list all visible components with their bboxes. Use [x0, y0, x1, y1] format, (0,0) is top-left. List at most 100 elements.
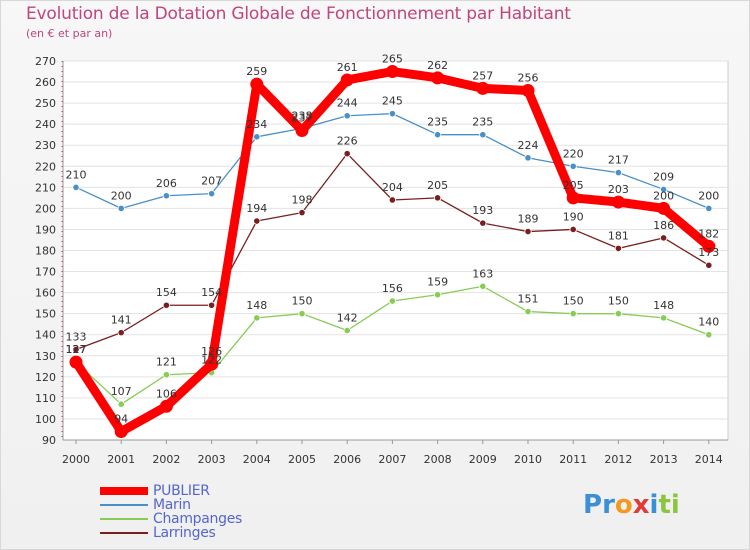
point-larringes [433, 194, 442, 202]
data-label-larringes: 181 [608, 229, 629, 242]
x-tick-label: 2000 [62, 453, 90, 466]
data-label-larringes: 173 [698, 246, 719, 259]
point-champanges [162, 371, 170, 379]
point-champanges [659, 314, 668, 322]
point-champanges [705, 331, 713, 339]
point-champanges [479, 282, 487, 290]
y-tick-label: 210 [35, 181, 56, 194]
x-tick-label: 2002 [152, 453, 180, 466]
data-label-publier: 200 [653, 189, 674, 202]
logo-letter: r [602, 490, 615, 520]
data-label-marin: 235 [427, 116, 448, 129]
data-label-marin: 206 [156, 177, 177, 190]
point-publier [114, 425, 128, 439]
point-publier [611, 195, 625, 209]
data-label-champanges: 148 [246, 299, 267, 312]
data-label-larringes: 193 [472, 204, 493, 217]
data-label-larringes: 190 [563, 210, 584, 223]
point-larringes [208, 301, 216, 309]
point-marin [253, 133, 261, 141]
data-label-champanges: 159 [427, 276, 448, 289]
y-tick-label: 250 [35, 97, 56, 110]
x-tick-label: 2006 [333, 453, 361, 466]
data-label-marin: 200 [698, 189, 719, 202]
data-label-champanges: 150 [608, 295, 629, 308]
chart-subtitle: (en € et par an) [26, 27, 113, 40]
data-label-larringes: 198 [292, 194, 313, 207]
x-tick-label: 2004 [243, 453, 271, 466]
point-larringes [162, 301, 170, 309]
point-marin [614, 168, 623, 177]
data-label-larringes: 133 [66, 330, 87, 343]
point-marin [659, 185, 668, 194]
x-tick-label: 2007 [378, 453, 406, 466]
y-tick-label: 100 [35, 413, 56, 426]
point-publier [566, 191, 580, 205]
data-label-marin: 244 [337, 97, 358, 110]
data-label-champanges: 127 [66, 343, 87, 356]
y-tick-label: 190 [35, 223, 56, 236]
data-label-larringes: 186 [653, 219, 674, 232]
x-tick-label: 2012 [604, 453, 632, 466]
point-publier [657, 201, 671, 215]
point-publier [340, 73, 354, 87]
logo-letter: i [670, 490, 680, 520]
data-label-champanges: 150 [292, 295, 313, 308]
data-label-publier: 265 [382, 53, 403, 66]
point-publier [250, 77, 264, 91]
logo-letter: t [658, 490, 671, 520]
point-marin [388, 110, 396, 118]
data-label-champanges: 156 [382, 282, 403, 295]
data-label-publier: 262 [427, 59, 448, 72]
y-tick-label: 230 [35, 139, 56, 152]
y-tick-label: 110 [35, 392, 56, 405]
chart-title: Evolution de la Dotation Globale de Fonc… [26, 4, 571, 24]
data-label-publier: 205 [563, 179, 584, 192]
point-marin [343, 112, 351, 120]
data-label-larringes: 205 [427, 179, 448, 192]
point-marin [479, 131, 487, 139]
point-larringes [343, 150, 351, 158]
point-larringes [705, 261, 713, 269]
data-label-marin: 245 [382, 95, 403, 108]
point-champanges [388, 297, 396, 305]
data-label-publier: 259 [246, 65, 267, 78]
logo-letter: i [649, 490, 659, 520]
data-label-publier: 203 [608, 183, 629, 196]
y-tick-label: 150 [35, 308, 56, 321]
point-marin [208, 190, 216, 198]
point-publier [69, 355, 83, 369]
legend-swatch [100, 532, 148, 534]
point-marin [433, 131, 442, 139]
x-tick-label: 2005 [288, 453, 316, 466]
point-publier [385, 65, 399, 79]
data-label-champanges: 107 [111, 385, 132, 398]
point-marin [524, 154, 532, 162]
data-label-larringes: 141 [111, 314, 132, 327]
data-label-publier: 256 [518, 71, 539, 84]
data-label-champanges: 142 [337, 312, 358, 325]
data-label-marin: 209 [653, 170, 674, 183]
legend-label: Larringes [153, 525, 216, 541]
data-label-publier: 182 [698, 227, 719, 240]
y-tick-label: 160 [35, 287, 56, 300]
x-tick-label: 2013 [650, 453, 678, 466]
legend-label: Marin [153, 497, 191, 513]
data-label-champanges: 140 [698, 316, 719, 329]
data-label-marin: 224 [518, 139, 539, 152]
point-marin [162, 192, 170, 200]
data-label-larringes: 189 [518, 213, 539, 226]
data-label-publier: 126 [201, 345, 222, 358]
point-marin [569, 162, 577, 170]
point-larringes [479, 219, 487, 227]
point-champanges [433, 291, 442, 299]
y-tick-label: 240 [35, 118, 56, 131]
y-tick-label: 130 [35, 350, 56, 363]
point-larringes [388, 196, 396, 204]
data-label-champanges: 122 [201, 354, 222, 367]
logo-letter: x [632, 490, 650, 520]
data-label-larringes: 154 [201, 286, 222, 299]
data-label-champanges: 163 [472, 267, 493, 280]
y-tick-label: 120 [35, 371, 56, 384]
